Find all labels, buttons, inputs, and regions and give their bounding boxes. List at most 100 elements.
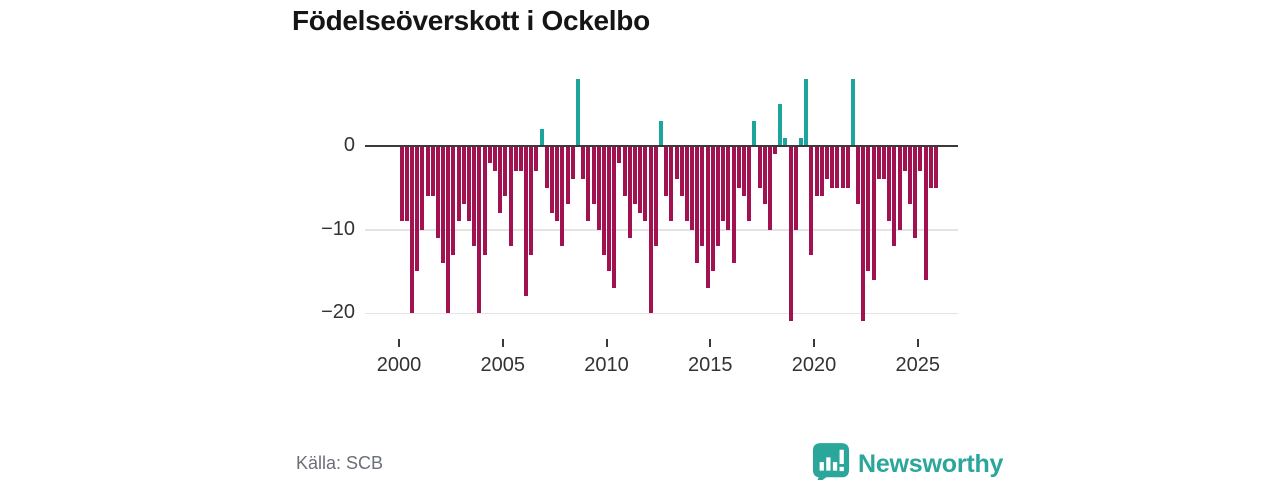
- chart-bar: [550, 146, 555, 213]
- chart-bar: [809, 146, 814, 255]
- x-axis-tick: [813, 339, 815, 347]
- chart-bar: [435, 146, 440, 238]
- x-axis-tick: [709, 339, 712, 347]
- chart-bar: [876, 146, 881, 180]
- chart-bar: [560, 146, 565, 247]
- chart-bar: [736, 146, 741, 188]
- x-axis-tick-label: 2010: [584, 354, 629, 376]
- chart-bar: [420, 146, 425, 230]
- chart-bar: [845, 146, 850, 188]
- gridline: [365, 312, 958, 314]
- chart-bar: [757, 146, 762, 188]
- x-axis-tick-label: 2025: [895, 354, 941, 376]
- chart-bar: [850, 79, 855, 146]
- chart-bar: [705, 146, 710, 288]
- chart-bar: [897, 146, 902, 230]
- chart-bar: [830, 146, 835, 188]
- chart-bar: [731, 146, 736, 263]
- chart-bar: [819, 146, 824, 197]
- chart-bar: [570, 146, 575, 180]
- x-axis-tick: [916, 339, 919, 347]
- chart-bar: [477, 146, 482, 313]
- chart-bar: [840, 146, 845, 188]
- chart-bar: [472, 146, 477, 247]
- brand-name: Newsworthy: [858, 449, 1004, 478]
- chart-bar: [799, 137, 804, 146]
- chart-bar: [487, 146, 492, 163]
- chart-bar: [658, 120, 663, 146]
- chart-bar: [492, 146, 497, 172]
- chart-bar: [866, 146, 871, 272]
- chart-bar: [513, 146, 518, 172]
- chart-bar: [690, 146, 695, 230]
- chart-bar: [871, 146, 876, 280]
- chart-bar: [778, 104, 783, 146]
- chart-bar: [467, 146, 472, 222]
- chart-bar: [793, 146, 798, 230]
- chart-bar: [902, 146, 907, 172]
- chart-bar: [788, 146, 793, 322]
- gridline: [365, 229, 958, 231]
- chart-bar: [607, 146, 612, 272]
- chart-bar: [710, 146, 715, 272]
- chart-bar: [664, 146, 669, 197]
- chart-bar: [565, 146, 570, 205]
- chart-bar: [928, 146, 933, 188]
- chart-bar: [674, 146, 679, 180]
- chart-bar: [861, 146, 866, 322]
- chart-bar: [752, 120, 757, 146]
- chart-bar: [498, 146, 503, 213]
- chart-bar: [575, 79, 580, 146]
- y-axis-tick-label: 0: [343, 134, 355, 156]
- x-axis-tick-label: 2015: [688, 354, 733, 376]
- chart-bar: [544, 146, 549, 188]
- chart-bar: [653, 146, 658, 247]
- chart-bar: [591, 146, 596, 205]
- chart-bar: [762, 146, 767, 205]
- chart-bar: [409, 146, 414, 313]
- chart-bar: [918, 146, 923, 172]
- chart-bar: [747, 146, 752, 222]
- chart-bar: [441, 146, 446, 263]
- x-axis-tick-label: 2005: [480, 354, 526, 376]
- chart-bar: [503, 146, 508, 197]
- y-axis-tick-label: −10: [321, 217, 355, 240]
- chart-bar: [456, 146, 461, 222]
- x-axis-tick-label: 2020: [791, 354, 837, 376]
- chart-bar: [907, 146, 912, 205]
- chart-bar: [824, 146, 829, 180]
- chart-bar: [638, 146, 643, 213]
- x-axis-tick-label: 2000: [376, 354, 422, 376]
- brand-lockup: Newsworthy: [812, 442, 1003, 480]
- chart-bar: [783, 137, 788, 146]
- zero-axis-line: [365, 144, 958, 147]
- chart-bar: [773, 146, 778, 155]
- chart-bar: [508, 146, 513, 247]
- chart-bar: [716, 146, 721, 247]
- chart-bar: [534, 146, 539, 172]
- chart-bar: [524, 146, 529, 297]
- chart-bar: [581, 146, 586, 180]
- chart-bar: [767, 146, 772, 230]
- chart-bar: [933, 146, 938, 188]
- chart-bar: [539, 129, 544, 146]
- chart-bar: [399, 146, 404, 222]
- chart-bar: [617, 146, 622, 163]
- chart-bar: [633, 146, 638, 205]
- chart-bar: [529, 146, 534, 255]
- chart-bar: [923, 146, 928, 280]
- chart-bar: [451, 146, 456, 255]
- chart-bar: [804, 79, 809, 146]
- chart-bar: [518, 146, 523, 172]
- chart-bar: [601, 146, 606, 255]
- chart-bar: [648, 146, 653, 313]
- chart-bar: [882, 146, 887, 180]
- chart-bar: [461, 146, 466, 205]
- chart-bar: [430, 146, 435, 197]
- chart-bar: [814, 146, 819, 197]
- y-axis-tick-label: −20: [321, 301, 355, 323]
- chart-bar: [627, 146, 632, 238]
- x-axis-tick: [605, 339, 608, 347]
- chart-bar: [669, 146, 674, 222]
- newsworthy-logo-icon: [812, 442, 850, 480]
